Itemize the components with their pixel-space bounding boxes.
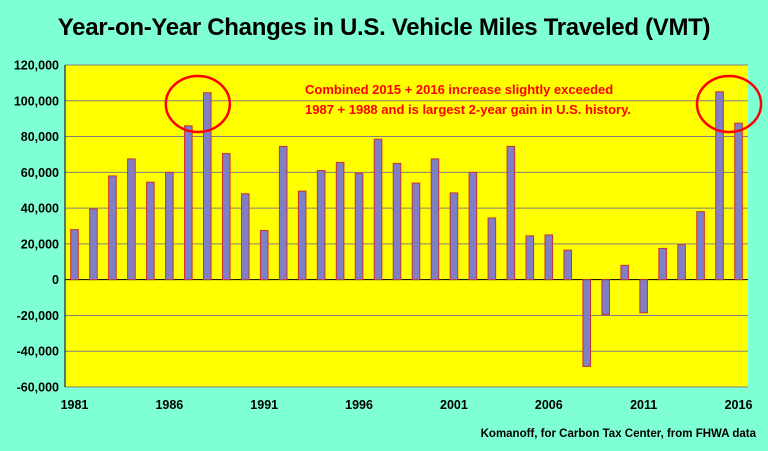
x-tick-label: 2011 <box>630 398 657 412</box>
bar-2009 <box>601 279 611 316</box>
x-tick-label: 2001 <box>440 398 468 412</box>
x-tick-label: 1986 <box>155 398 183 412</box>
x-tick-label: 1981 <box>61 398 89 412</box>
annotation-line: 1987 + 1988 and is largest 2-year gain i… <box>305 102 631 117</box>
y-axis-tick-labels: 120,000 100,000 80,000 60,000 40,000 20,000 0 -… <box>14 59 59 395</box>
bar-1999 <box>411 182 421 281</box>
bar-1988 <box>202 92 212 281</box>
y-tick-label: -20,000 <box>17 309 59 323</box>
annotation-line: Combined 2015 + 2016 increase slightly e… <box>305 82 613 97</box>
y-tick-label: -40,000 <box>17 345 59 359</box>
y-tick-label: 20,000 <box>21 237 59 251</box>
x-tick-label: 2006 <box>535 398 563 412</box>
y-tick-label: 40,000 <box>21 202 59 216</box>
gridlines <box>64 64 748 388</box>
y-tick-label: 120,000 <box>14 59 59 73</box>
bar-2015 <box>715 91 724 281</box>
y-tick-label: 100,000 <box>14 94 59 108</box>
bar-1997 <box>373 138 383 281</box>
y-tick-label: 60,000 <box>21 166 59 180</box>
bar-1995 <box>335 161 345 281</box>
highlight-circle-2015-2016 <box>695 74 763 134</box>
bar-1990 <box>240 193 250 281</box>
bar-2007 <box>563 249 573 281</box>
bar-2005 <box>525 235 535 281</box>
bar-2011 <box>639 279 648 314</box>
bar-1986 <box>165 171 174 281</box>
bar-1985 <box>146 181 155 281</box>
bar-1984 <box>127 158 136 281</box>
highlight-circles <box>164 74 763 134</box>
x-tick-label: 1991 <box>250 398 278 412</box>
y-tick-label: -60,000 <box>17 381 59 395</box>
bar-1983 <box>108 175 117 281</box>
bar-1991 <box>259 229 269 281</box>
bar-2004 <box>506 145 516 281</box>
bar-2016 <box>734 122 743 281</box>
bar-1992 <box>278 145 288 281</box>
bar-1993 <box>297 190 307 281</box>
x-tick-label: 2016 <box>725 398 753 412</box>
x-axis-tick-labels: 1981 1986 1991 1996 2001 2006 2011 2016 <box>61 398 753 412</box>
y-tick-label: 80,000 <box>21 130 59 144</box>
bars <box>70 91 743 367</box>
bar-1994 <box>316 170 326 281</box>
source-note: Komanoff, for Carbon Tax Center, from FH… <box>480 428 756 440</box>
plot-area <box>65 65 748 387</box>
bar-1989 <box>221 153 231 281</box>
bar-1996 <box>354 172 364 281</box>
bar-1981 <box>70 229 79 281</box>
y-tick-label: 0 <box>52 273 59 287</box>
bar-2003 <box>487 217 497 281</box>
bar-2014 <box>696 211 705 281</box>
bar-2012 <box>658 247 667 281</box>
bar-1982 <box>89 208 98 281</box>
annotation: Combined 2015 + 2016 increase slightly e… <box>305 82 631 117</box>
bar-2008 <box>582 279 592 367</box>
chart-title: Year-on-Year Changes in U.S. Vehicle Mil… <box>57 14 711 41</box>
bar-2010 <box>620 264 629 281</box>
highlight-circle-1987-1988 <box>164 74 232 134</box>
bar-2006 <box>544 234 554 281</box>
bar-2013 <box>677 244 686 281</box>
bar-2001 <box>449 192 459 281</box>
bar-2000 <box>430 158 440 281</box>
x-tick-label: 1996 <box>345 398 373 412</box>
bar-1998 <box>392 162 402 281</box>
bar-2002 <box>468 171 478 281</box>
bar-1987 <box>184 125 193 281</box>
